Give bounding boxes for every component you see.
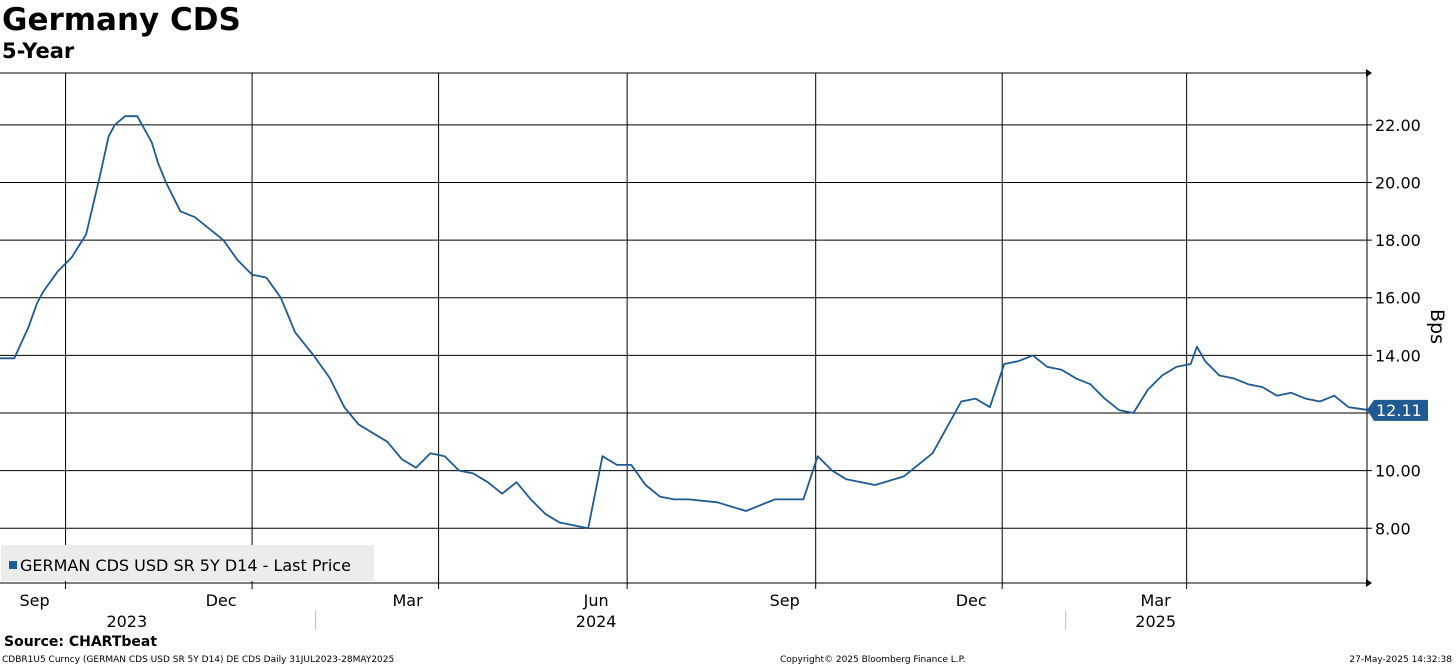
chart-title: Germany CDS xyxy=(2,2,241,38)
y-axis-label: Bps xyxy=(1426,309,1448,344)
grid xyxy=(0,73,1367,589)
last-value-label: 12.11 xyxy=(1376,401,1422,420)
y-tick-label: 10.00 xyxy=(1375,462,1421,481)
y-tick-label: 16.00 xyxy=(1375,289,1421,308)
legend-swatch xyxy=(9,561,17,569)
y-tick-label: 8.00 xyxy=(1375,519,1411,538)
x-tick-label: Sep xyxy=(20,591,50,610)
last-value-group: 12.11 xyxy=(1367,399,1428,421)
y-axis: 8.0010.0012.0014.0016.0018.0020.0022.00B… xyxy=(1367,116,1448,538)
top-axis-arrow xyxy=(1366,69,1372,77)
series-line xyxy=(0,115,1368,530)
year-label: 2025 xyxy=(1135,612,1176,631)
x-tick-label: Sep xyxy=(770,591,800,610)
footer-copyright: Copyright© 2025 Bloomberg Finance L.P. xyxy=(780,655,966,665)
legend: GERMAN CDS USD SR 5Y D14 - Last Price xyxy=(1,545,374,581)
y-tick-label: 22.00 xyxy=(1375,116,1421,135)
plot-frame xyxy=(0,69,1372,587)
year-label: 2023 xyxy=(106,612,147,631)
footer-timestamp: 27-May-2025 14:32:38 xyxy=(1349,655,1452,665)
chart-subtitle: 5-Year xyxy=(2,39,75,63)
legend-box xyxy=(1,545,374,581)
last-value-box xyxy=(1367,399,1428,421)
bottom-axis-arrow xyxy=(1366,579,1372,587)
x-tick-label: Jun xyxy=(583,591,609,610)
legend-label: GERMAN CDS USD SR 5Y D14 - Last Price xyxy=(20,556,351,575)
year-label: 2024 xyxy=(576,612,617,631)
series xyxy=(0,115,1368,530)
y-tick-label: 14.00 xyxy=(1375,346,1421,365)
x-tick-label: Mar xyxy=(392,591,423,610)
y-tick-label: 20.00 xyxy=(1375,173,1421,192)
y-tick-label: 18.00 xyxy=(1375,231,1421,250)
x-tick-label: Dec xyxy=(956,591,987,610)
x-axis: Sep Dec Mar Jun Sep Dec Mar 2023 2024 2025 xyxy=(20,591,1177,631)
footer-ticker: CDBR1U5 Curncy (GERMAN CDS USD SR 5Y D14… xyxy=(2,655,395,665)
x-tick-label: Dec xyxy=(206,591,237,610)
x-tick-label: Mar xyxy=(1141,591,1172,610)
source-text: Source: CHARTbeat xyxy=(4,634,158,650)
